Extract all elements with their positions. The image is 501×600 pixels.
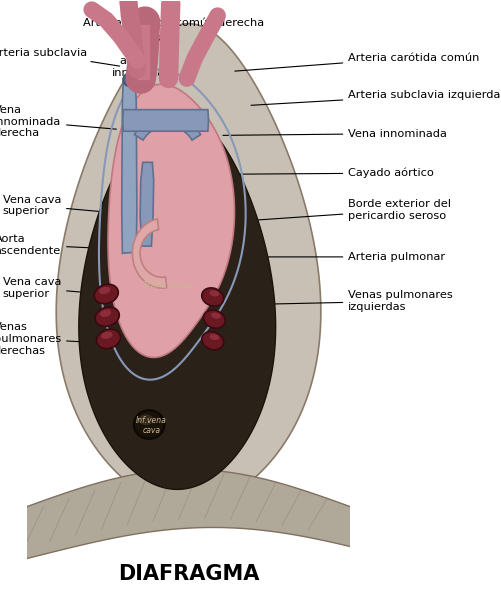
Polygon shape (122, 79, 137, 253)
Text: Arteria carótida común derecha: Arteria carótida común derecha (84, 19, 265, 47)
Text: DIAFRAGMA: DIAFRAGMA (118, 565, 259, 584)
Text: Vena cava
superior: Vena cava superior (3, 194, 116, 216)
Ellipse shape (211, 313, 221, 319)
Ellipse shape (209, 334, 219, 340)
Ellipse shape (95, 307, 119, 326)
Polygon shape (134, 115, 200, 140)
Text: Cayado aórtico: Cayado aórtico (223, 168, 434, 178)
Polygon shape (108, 84, 234, 358)
Ellipse shape (101, 332, 113, 339)
Ellipse shape (100, 310, 111, 317)
Polygon shape (56, 23, 321, 507)
Polygon shape (140, 163, 154, 246)
Text: Aorta
ascendente: Aorta ascendente (0, 234, 116, 256)
Polygon shape (11, 469, 366, 562)
Text: Vena cava
superior: Vena cava superior (3, 277, 116, 299)
Ellipse shape (202, 332, 223, 350)
Text: Arteria pulmonar: Arteria pulmonar (225, 252, 445, 262)
Ellipse shape (123, 73, 136, 86)
Text: Vena innominada: Vena innominada (223, 128, 447, 139)
Text: arteria
innomina
da: arteria innomina da (112, 56, 165, 89)
Text: Arteria subclavia: Arteria subclavia (0, 49, 120, 66)
Text: Trans.sinus: Trans.sinus (143, 281, 194, 290)
Ellipse shape (96, 329, 121, 349)
Ellipse shape (203, 310, 225, 328)
Polygon shape (79, 110, 276, 490)
Ellipse shape (209, 290, 219, 296)
Polygon shape (132, 219, 167, 288)
Ellipse shape (99, 287, 110, 294)
Text: Venas pulmonares
izquierdas: Venas pulmonares izquierdas (239, 290, 453, 312)
Text: Arteria carótida común: Arteria carótida común (235, 53, 479, 71)
Text: Arteria subclavia izquierda: Arteria subclavia izquierda (251, 90, 500, 105)
Ellipse shape (94, 284, 118, 304)
Ellipse shape (134, 410, 164, 439)
Text: Borde exterior del
pericardio seroso: Borde exterior del pericardio seroso (245, 199, 451, 221)
Text: Inf.vena
cava: Inf.vena cava (136, 416, 167, 436)
Ellipse shape (139, 415, 153, 425)
Text: Venas
pulmonares
derechas: Venas pulmonares derechas (0, 322, 104, 356)
Polygon shape (123, 110, 208, 131)
Text: Vena
innominada
derecha: Vena innominada derecha (0, 105, 116, 138)
Ellipse shape (202, 288, 223, 306)
